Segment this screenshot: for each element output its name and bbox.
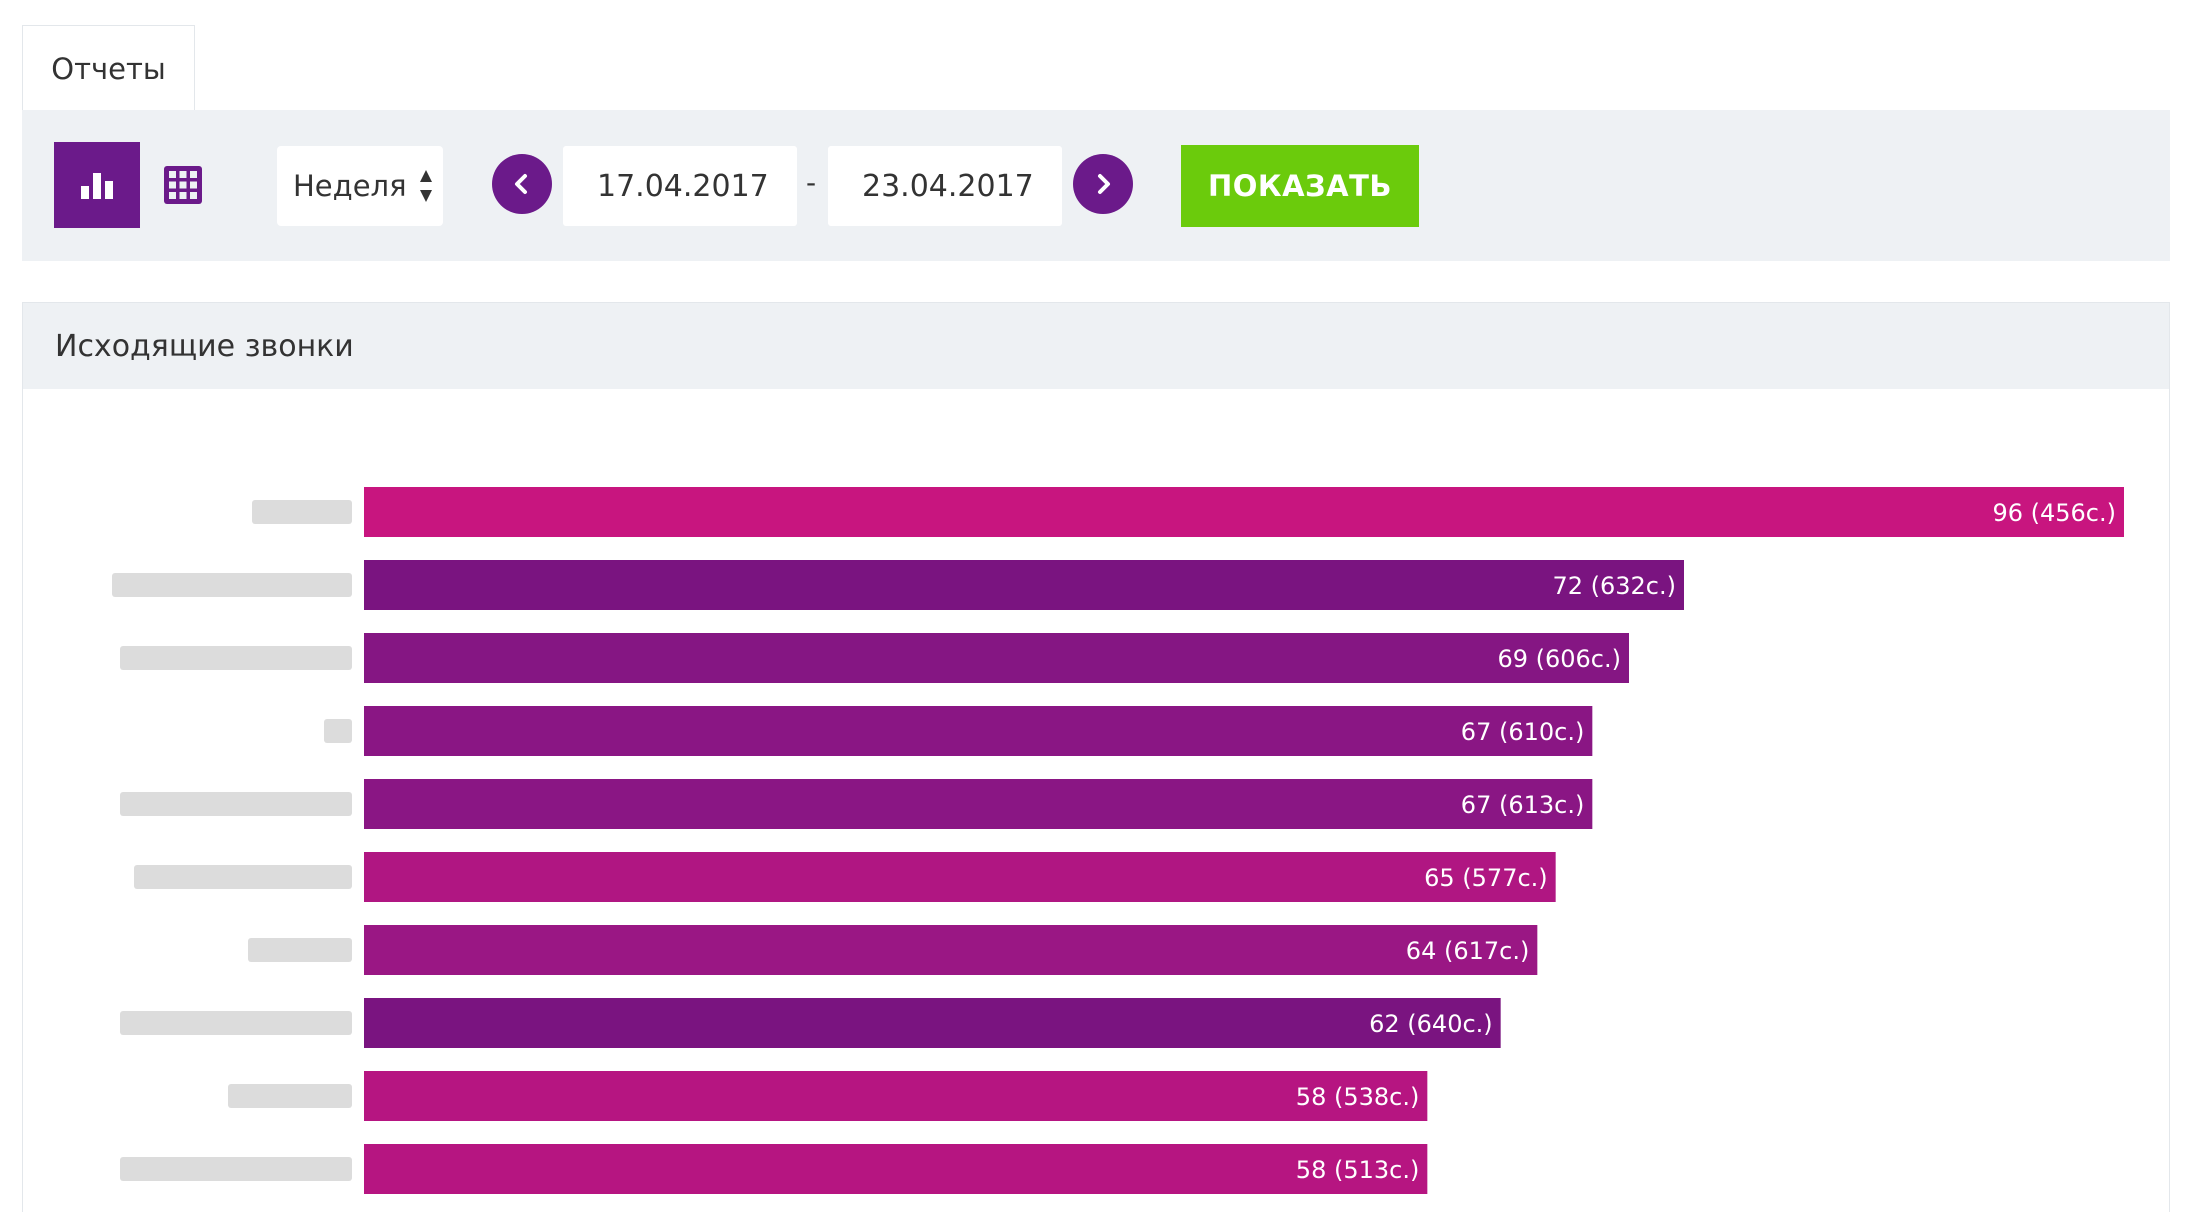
bar-value-label-9: 58 (513с.)	[1296, 1156, 1420, 1184]
show-button-label: ПОКАЗАТЬ	[1207, 169, 1392, 203]
report-title: Исходящие звонки	[55, 328, 354, 364]
category-label-0	[252, 500, 352, 524]
date-separator: -	[806, 166, 817, 199]
bar-1[interactable]	[364, 560, 1684, 610]
category-label-1	[112, 573, 352, 597]
date-from-input[interactable]	[563, 146, 797, 226]
category-label-4	[120, 792, 352, 816]
category-label-9	[120, 1157, 352, 1181]
tab-reports[interactable]: Отчеты	[22, 25, 195, 111]
period-select-value: Неделя	[293, 169, 407, 203]
report-panel: Исходящие звонки 96 (456с.) 72 (632с.) 69 …	[22, 302, 2170, 1212]
category-label-2	[120, 646, 352, 670]
bar-3[interactable]	[364, 706, 1593, 756]
category-label-5	[134, 865, 352, 889]
category-label-6	[248, 938, 352, 962]
bar-value-label-8: 58 (538с.)	[1296, 1083, 1420, 1111]
outgoing-calls-chart: 96 (456с.) 72 (632с.) 69 (606с.) 67 (610с.)…	[112, 487, 2124, 1194]
bar-value-label-2: 69 (606с.)	[1497, 645, 1621, 673]
bar-value-label-5: 65 (577с.)	[1424, 864, 1548, 892]
next-period-button[interactable]	[1073, 154, 1133, 214]
bar-value-label-6: 64 (617с.)	[1406, 937, 1530, 965]
tab-reports-label: Отчеты	[51, 51, 166, 86]
grid-icon	[164, 166, 202, 204]
table-view-button[interactable]	[140, 142, 226, 228]
bar-7[interactable]	[364, 998, 1501, 1048]
category-label-7	[120, 1011, 352, 1035]
bar-8[interactable]	[364, 1071, 1428, 1121]
bar-6[interactable]	[364, 925, 1538, 975]
bar-value-label-1: 72 (632с.)	[1552, 572, 1676, 600]
show-button[interactable]: ПОКАЗАТЬ	[1181, 145, 1419, 227]
bar-value-label-7: 62 (640с.)	[1369, 1010, 1493, 1038]
date-to-input[interactable]	[828, 146, 1062, 226]
bar-9[interactable]	[364, 1144, 1428, 1194]
chevron-left-icon	[515, 174, 527, 194]
category-label-8	[228, 1084, 352, 1108]
category-label-3	[324, 719, 352, 743]
chart-view-button[interactable]	[54, 142, 140, 228]
report-toolbar: Неделя - ПОКАЗАТЬ	[22, 110, 2170, 261]
bar-chart-icon	[81, 173, 113, 199]
bar-value-label-4: 67 (613с.)	[1461, 791, 1585, 819]
select-arrows-icon	[420, 170, 432, 202]
bar-5[interactable]	[364, 852, 1556, 902]
period-select[interactable]: Неделя	[277, 146, 443, 226]
bar-4[interactable]	[364, 779, 1593, 829]
report-header: Исходящие звонки	[23, 303, 2169, 389]
prev-period-button[interactable]	[492, 154, 552, 214]
bar-value-label-0: 96 (456с.)	[1992, 499, 2116, 527]
bar-value-label-3: 67 (610с.)	[1461, 718, 1585, 746]
bar-0[interactable]	[364, 487, 2124, 537]
bar-2[interactable]	[364, 633, 1629, 683]
chevron-right-icon	[1098, 174, 1110, 194]
